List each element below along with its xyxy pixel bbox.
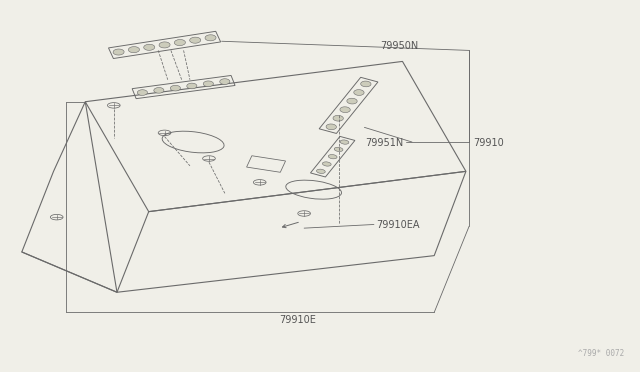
Ellipse shape (189, 37, 201, 43)
Ellipse shape (144, 44, 155, 50)
Text: 79950N: 79950N (380, 41, 419, 51)
Ellipse shape (323, 162, 331, 166)
Ellipse shape (159, 42, 170, 48)
Ellipse shape (334, 147, 343, 151)
Text: 79910: 79910 (474, 138, 504, 148)
Ellipse shape (354, 90, 364, 95)
Ellipse shape (170, 85, 180, 91)
Ellipse shape (333, 115, 343, 121)
Ellipse shape (154, 87, 164, 93)
Ellipse shape (340, 140, 349, 144)
Ellipse shape (347, 98, 357, 104)
Ellipse shape (205, 35, 216, 41)
Text: 79910E: 79910E (279, 315, 316, 325)
Text: 79910EA: 79910EA (376, 220, 419, 230)
Ellipse shape (174, 39, 186, 46)
Ellipse shape (328, 154, 337, 159)
Ellipse shape (113, 49, 124, 55)
Ellipse shape (361, 81, 371, 87)
Ellipse shape (340, 107, 350, 113)
Ellipse shape (138, 90, 147, 95)
Ellipse shape (220, 79, 230, 84)
Ellipse shape (326, 124, 337, 130)
Text: ^799* 0072: ^799* 0072 (579, 349, 625, 358)
Ellipse shape (129, 46, 140, 53)
Ellipse shape (204, 81, 213, 87)
Ellipse shape (317, 169, 325, 173)
Text: 79951N: 79951N (365, 138, 404, 148)
Ellipse shape (187, 83, 197, 89)
